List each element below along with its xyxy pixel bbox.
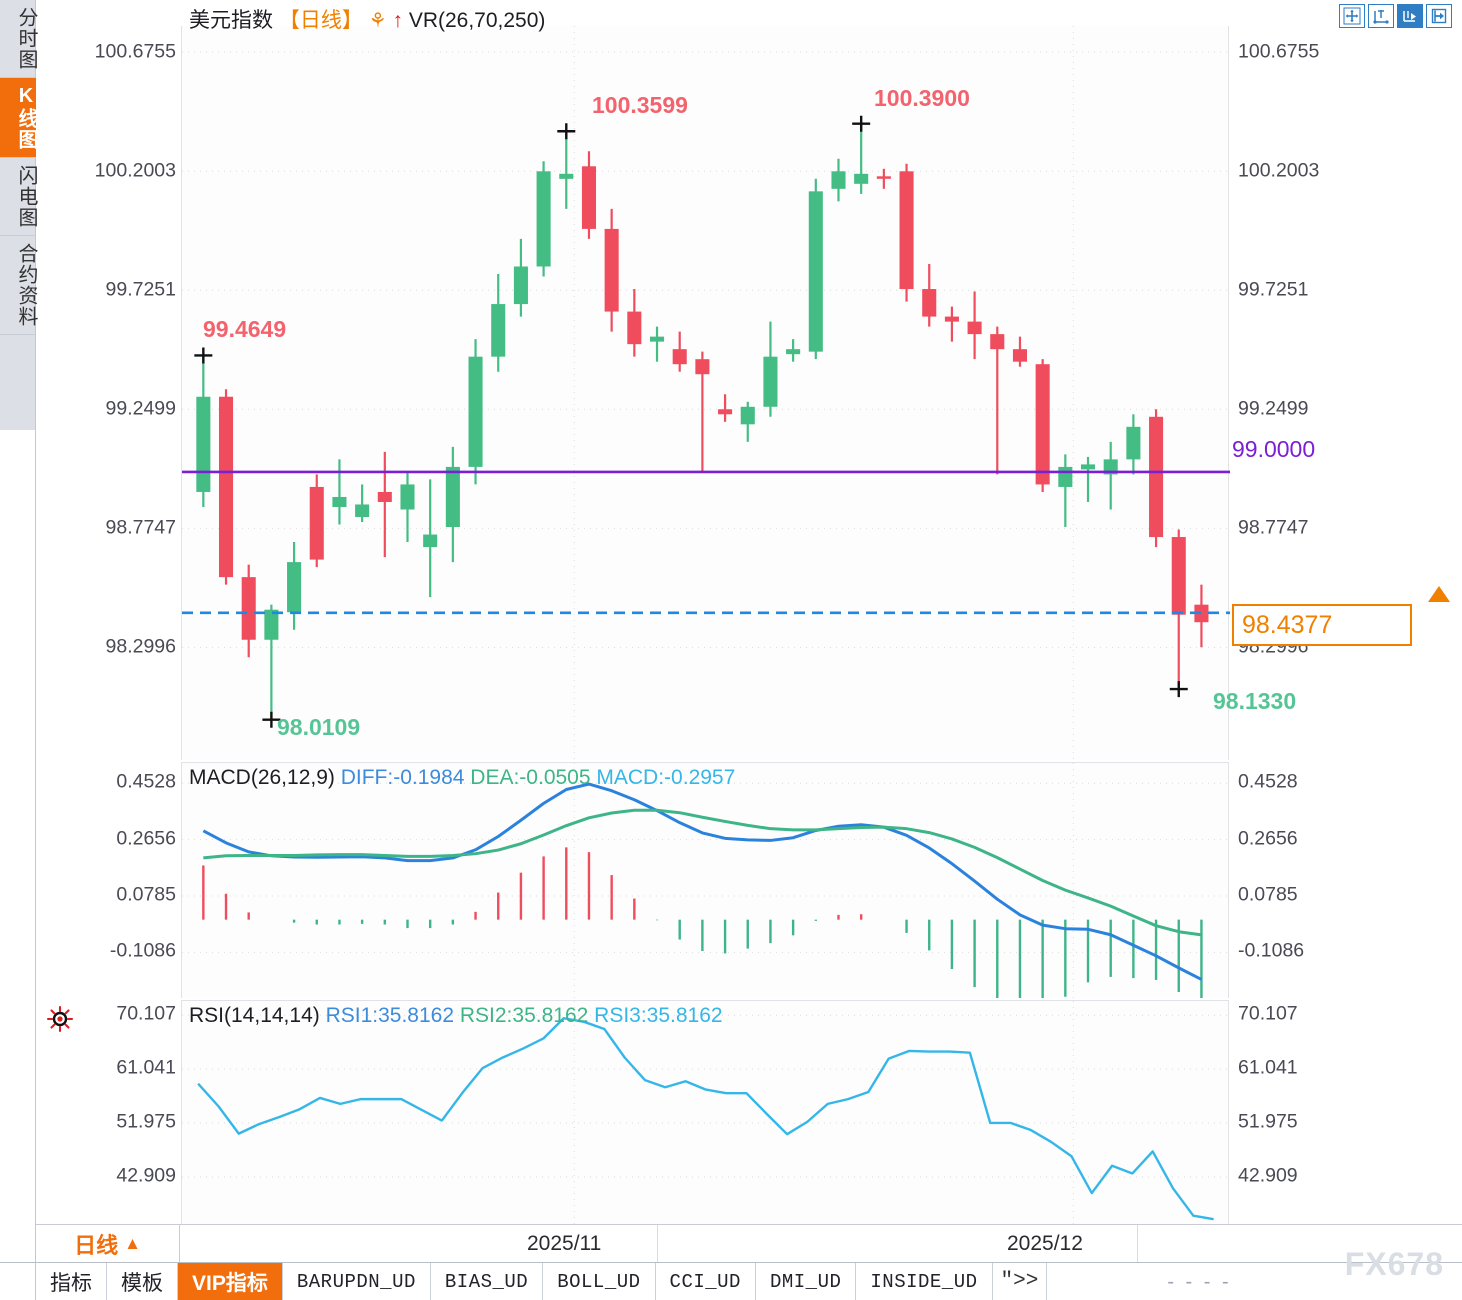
caret-up-icon: ▲ bbox=[124, 1233, 141, 1253]
circle-cross-icon[interactable]: ⚘ bbox=[368, 10, 387, 32]
period-selector-button[interactable]: 日线 ▲ bbox=[36, 1225, 180, 1262]
tabbar-spacer bbox=[0, 1263, 36, 1300]
tab-bias-ud[interactable]: BIAS_UD bbox=[431, 1263, 544, 1300]
period-selector-label: 日线 bbox=[74, 1232, 119, 1258]
rsi2-label: RSI2:35.8162 bbox=[459, 1004, 589, 1027]
y-axis-tick: 42.909 bbox=[1238, 1164, 1298, 1187]
y-axis-tick: 100.2003 bbox=[94, 159, 176, 182]
tab-inside-ud[interactable]: INSIDE_UD bbox=[856, 1263, 993, 1300]
sun-settings-icon[interactable] bbox=[40, 1000, 80, 1038]
y-axis-tick: 99.2499 bbox=[1238, 397, 1309, 420]
date-tick-line bbox=[1137, 1225, 1138, 1262]
y-axis-tick: 100.6755 bbox=[94, 40, 176, 63]
y-axis-tick: -0.1086 bbox=[109, 939, 176, 962]
annotation-support-level: 99.0000 bbox=[1232, 436, 1316, 462]
y-axis-tick: 98.7747 bbox=[1238, 516, 1309, 539]
y-axis-tick: 61.041 bbox=[116, 1056, 176, 1079]
jump-right-icon[interactable] bbox=[1426, 4, 1452, 28]
measure-icon[interactable] bbox=[1368, 4, 1394, 28]
date-axis: 日线 ▲ 2025/11 2025/12 bbox=[36, 1224, 1462, 1262]
y-axis-tick: 99.7251 bbox=[105, 278, 177, 301]
y-axis-tick: 70.107 bbox=[116, 1002, 176, 1025]
macd-diff-label: DIFF:-0.1984 bbox=[340, 766, 465, 789]
sidebar-item-fenshitu[interactable]: 分时图 bbox=[0, 0, 37, 78]
tab-more-button[interactable]: ">> bbox=[993, 1263, 1048, 1300]
y-axis-tick: 100.6755 bbox=[1238, 40, 1320, 63]
y-axis-tick: 0.0785 bbox=[1238, 883, 1298, 906]
macd-title-label: MACD(26,12,9) bbox=[189, 766, 335, 789]
date-tick-line bbox=[657, 1225, 658, 1262]
annotation-low-1: 98.0109 bbox=[277, 714, 361, 740]
y-axis-tick: 99.2499 bbox=[105, 397, 177, 420]
y-axis-tick: 0.4528 bbox=[1238, 770, 1298, 793]
tabbar-tail: - - - - bbox=[1047, 1263, 1462, 1300]
y-axis-tick: 100.2003 bbox=[1238, 159, 1320, 182]
y-axis-tick: 98.7747 bbox=[105, 516, 177, 539]
y-axis-tick: 51.975 bbox=[116, 1110, 176, 1133]
rsi3-label: RSI3:35.8162 bbox=[594, 1004, 723, 1027]
price-panel-title: 美元指数 【日线】 ⚘ ↑ VR(26,70,250) bbox=[189, 4, 545, 34]
date-label-nov: 2025/11 bbox=[527, 1232, 602, 1255]
tab-boll-ud[interactable]: BOLL_UD bbox=[543, 1263, 656, 1300]
bottom-tab-bar: 指标 模板 VIP指标 BARUPDN_UD BIAS_UD BOLL_UD C… bbox=[0, 1262, 1462, 1300]
date-label-dec: 2025/12 bbox=[1007, 1232, 1083, 1255]
y-axis-tick: 70.107 bbox=[1238, 1002, 1298, 1025]
tab-cci-ud[interactable]: CCI_UD bbox=[656, 1263, 756, 1300]
sidebar-item-heyueziliao[interactable]: 合约资料 bbox=[0, 236, 37, 335]
rsi-title-label: RSI(14,14,14) bbox=[189, 1004, 320, 1027]
crosshair-move-icon[interactable] bbox=[1339, 4, 1365, 28]
period-label: 【日线】 bbox=[278, 9, 363, 32]
watermark: FX678 bbox=[1344, 1246, 1444, 1282]
macd-y-axis-left: 0.4528 0.2656 0.0785 -0.1086 bbox=[46, 762, 176, 998]
macd-dea-label: DEA:-0.0505 bbox=[470, 766, 591, 789]
rsi-y-axis-right: 70.107 61.041 51.975 42.909 bbox=[1238, 1000, 1388, 1224]
y-axis-tick: -0.1086 bbox=[1238, 939, 1305, 962]
tab-vip-zhibiao[interactable]: VIP指标 bbox=[178, 1263, 283, 1300]
y-axis-tick: 98.2996 bbox=[105, 635, 177, 658]
tab-zhibiao[interactable]: 指标 bbox=[36, 1263, 107, 1300]
up-arrow-icon: ↑ bbox=[392, 9, 403, 32]
price-y-axis-right: 100.6755 100.2003 99.7251 99.2499 98.7747 98.… bbox=[1238, 26, 1388, 760]
y-axis-tick: 99.7251 bbox=[1238, 278, 1309, 301]
macd-chart-panel[interactable] bbox=[181, 762, 1230, 998]
y-axis-tick: 0.2656 bbox=[116, 827, 176, 850]
macd-panel-title: MACD(26,12,9) DIFF:-0.1984 DEA:-0.0505 M… bbox=[189, 766, 735, 790]
rsi1-label: RSI1:35.8162 bbox=[325, 1004, 455, 1027]
sidebar-item-kxiantu[interactable]: K线图 bbox=[0, 78, 37, 158]
annotation-peak-2: 100.3900 bbox=[874, 85, 970, 111]
price-y-axis-left: 100.6755 100.2003 99.7251 99.2499 98.7747 98.… bbox=[46, 26, 176, 760]
price-chart-panel[interactable] bbox=[181, 26, 1230, 760]
tab-dmi-ud[interactable]: DMI_UD bbox=[756, 1263, 857, 1300]
sidebar-item-shandiantu[interactable]: 闪电图 bbox=[0, 158, 37, 236]
rsi-y-axis-left: 70.107 61.041 51.975 42.909 bbox=[46, 1000, 176, 1224]
annotation-first-high: 99.4649 bbox=[203, 316, 287, 342]
y-axis-tick: 51.975 bbox=[1238, 1110, 1298, 1133]
zoom-region-icon[interactable] bbox=[1397, 4, 1423, 28]
chart-toolbar bbox=[1339, 4, 1452, 28]
last-price-arrow-icon bbox=[1428, 586, 1450, 602]
rsi-panel-title: RSI(14,14,14) RSI1:35.8162 RSI2:35.8162 … bbox=[189, 1004, 723, 1028]
last-price-tag: 98.4377 bbox=[1232, 604, 1412, 646]
annotation-low-2: 98.1330 bbox=[1213, 688, 1297, 714]
tab-barupdn-ud[interactable]: BARUPDN_UD bbox=[283, 1263, 431, 1300]
y-axis-tick: 61.041 bbox=[1238, 1056, 1298, 1079]
y-axis-tick: 42.909 bbox=[116, 1164, 176, 1187]
annotation-peak-1: 100.3599 bbox=[592, 92, 688, 118]
symbol-label: 美元指数 bbox=[189, 9, 273, 32]
rsi-chart-panel[interactable] bbox=[181, 1000, 1230, 1224]
tab-muban[interactable]: 模板 bbox=[107, 1263, 178, 1300]
macd-y-axis-right: 0.4528 0.2656 0.0785 -0.1086 bbox=[1238, 762, 1388, 998]
y-axis-tick: 0.4528 bbox=[116, 770, 176, 793]
vr-indicator-label: VR(26,70,250) bbox=[408, 9, 546, 32]
macd-macd-label: MACD:-0.2957 bbox=[596, 766, 736, 789]
y-axis-tick: 0.0785 bbox=[116, 883, 176, 906]
y-axis-tick: 0.2656 bbox=[1238, 827, 1298, 850]
tabbar-dashes: - - - - bbox=[1167, 1271, 1232, 1293]
sidebar-filler bbox=[0, 430, 36, 1262]
